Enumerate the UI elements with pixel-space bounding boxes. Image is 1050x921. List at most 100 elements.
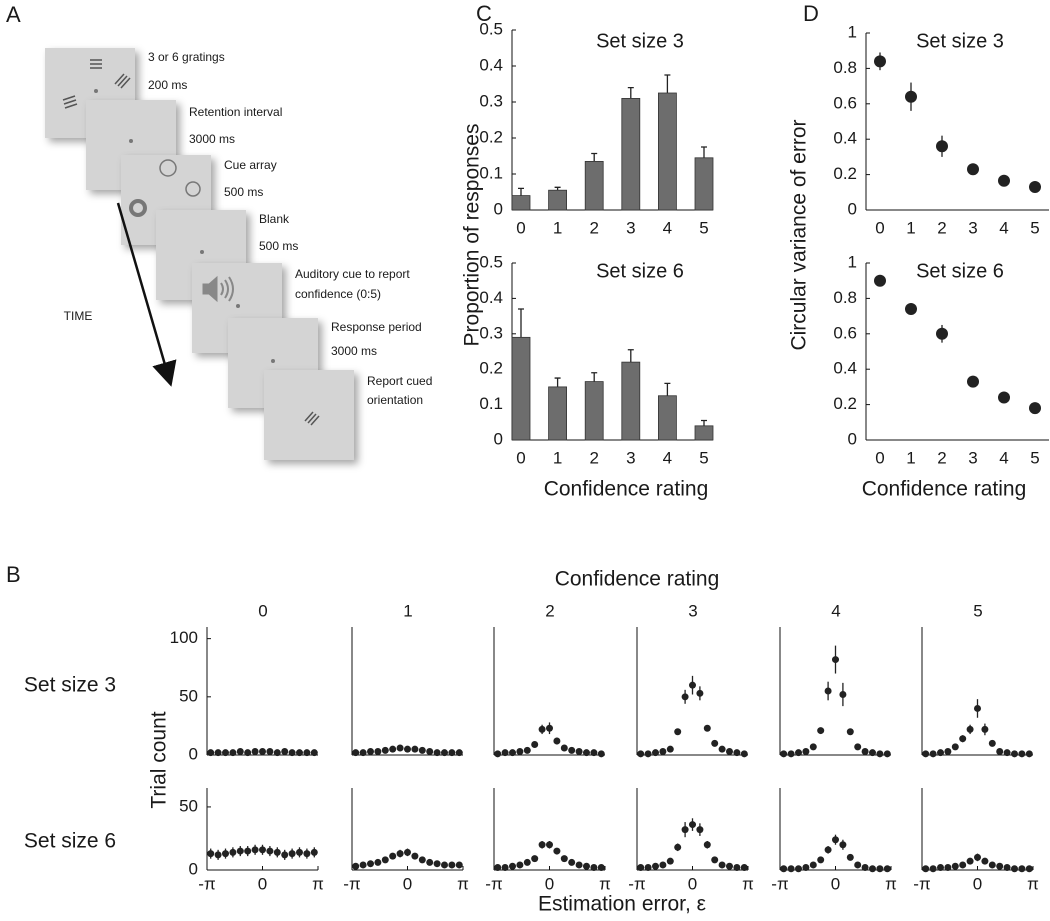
point (832, 656, 839, 664)
bar (511, 195, 531, 211)
y-tick-label: 0.4 (479, 288, 503, 307)
point (998, 174, 1010, 187)
point (689, 821, 696, 829)
y-tick-label: 0.1 (479, 163, 503, 182)
point (996, 748, 1004, 756)
point (590, 863, 598, 871)
y-tick-label: 0.6 (833, 93, 857, 112)
point (531, 855, 539, 863)
step-label: 500 ms (224, 185, 263, 199)
x-tick-label: π (1027, 874, 1039, 893)
point (546, 841, 553, 849)
point (929, 750, 937, 758)
point (996, 862, 1004, 870)
step-label: confidence (0:5) (295, 287, 381, 301)
point (795, 749, 803, 757)
point (817, 856, 825, 864)
x-tick-label: 4 (663, 218, 672, 237)
point (839, 841, 847, 849)
y-tick-label: 0.4 (479, 55, 503, 74)
point (966, 857, 974, 865)
y-axis-label: Proportion of responses (461, 124, 484, 347)
point (981, 725, 989, 733)
point (874, 55, 886, 68)
x-tick-label: 0 (403, 874, 412, 893)
x-axis-label: Confidence rating (862, 478, 1027, 501)
chart-title: Set size 6 (916, 260, 1004, 282)
y-tick-label: 1 (848, 252, 857, 271)
point (883, 750, 891, 758)
point (703, 724, 711, 732)
point (725, 862, 733, 870)
x-tick-label: 1 (553, 218, 562, 237)
point (367, 748, 375, 756)
point (839, 690, 847, 698)
bar (584, 381, 604, 441)
point (988, 861, 996, 869)
point (244, 847, 252, 855)
point (883, 865, 891, 873)
point (374, 858, 382, 866)
row-label: Set size 3 (24, 674, 116, 697)
point (531, 741, 539, 749)
point (905, 90, 917, 103)
point (433, 749, 441, 757)
point (674, 843, 682, 851)
point (259, 846, 266, 854)
x-tick-label: 2 (589, 218, 598, 237)
point (538, 841, 546, 849)
point (418, 856, 426, 864)
step-label: orientation (367, 393, 423, 407)
point (1029, 180, 1041, 193)
point (637, 750, 645, 758)
point (868, 749, 876, 757)
bar (694, 425, 714, 441)
point (696, 826, 704, 834)
point (936, 327, 948, 340)
point (998, 391, 1010, 404)
point (922, 865, 930, 873)
point (396, 744, 404, 752)
point (740, 750, 748, 758)
point (597, 863, 605, 871)
x-tick-label: -π (485, 874, 502, 893)
x-tick-label: -π (771, 874, 788, 893)
point (273, 848, 281, 856)
y-tick-label: 0.2 (833, 164, 857, 183)
x-tick-label: 2 (937, 218, 946, 237)
x-tick-label: 0 (688, 874, 697, 893)
point (236, 847, 244, 855)
column-title: 0 (258, 601, 267, 620)
time-arrow (116, 202, 177, 387)
y-tick-label: 0 (494, 429, 503, 448)
point (389, 745, 397, 753)
point (509, 862, 517, 870)
point (568, 746, 576, 754)
point (411, 745, 419, 753)
point (404, 745, 411, 753)
point (440, 861, 448, 869)
point (824, 687, 832, 695)
panel-b-title: Confidence rating (555, 568, 720, 591)
point (560, 744, 568, 752)
point (440, 749, 448, 757)
point (817, 727, 825, 735)
step-label: Cue array (224, 158, 277, 172)
step-label: 500 ms (259, 239, 298, 253)
point (411, 852, 419, 860)
point (725, 748, 733, 756)
frame (264, 370, 354, 460)
point (359, 861, 367, 869)
point (733, 863, 741, 871)
bar (658, 92, 677, 211)
point (310, 749, 318, 757)
point (426, 748, 434, 756)
y-tick-label: 0.5 (479, 252, 503, 271)
point (802, 863, 810, 871)
x-axis-label: Estimation error, ε (538, 893, 706, 916)
point (295, 749, 303, 757)
point (455, 749, 463, 757)
x-tick-label: 0 (875, 448, 884, 467)
x-tick-label: 5 (699, 448, 708, 467)
